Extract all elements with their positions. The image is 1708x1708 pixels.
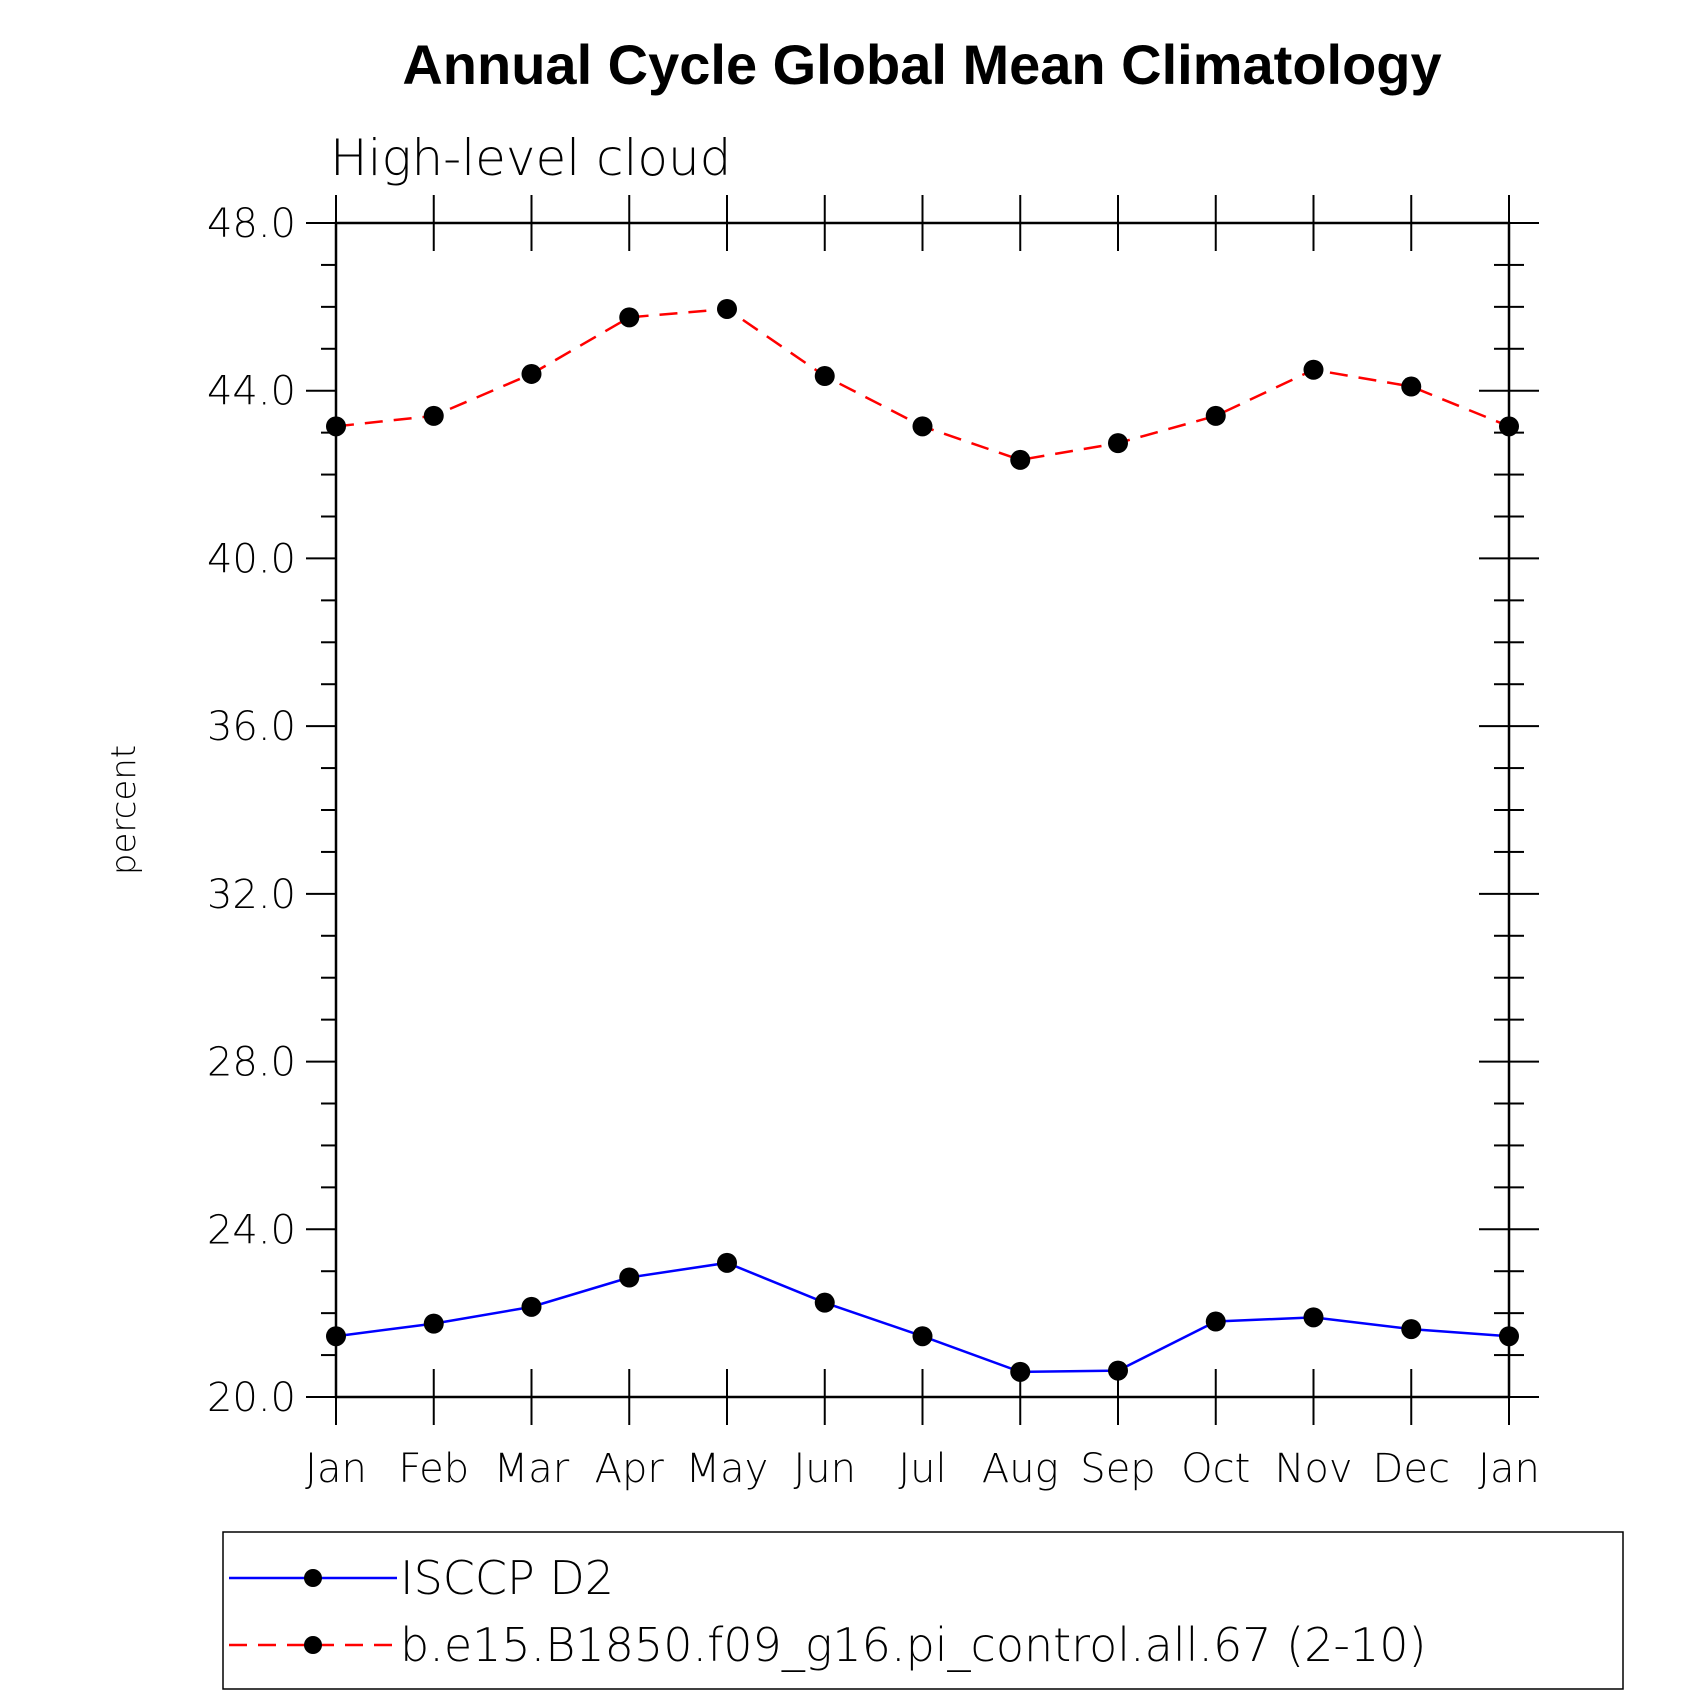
x-tick-label: Sep [1080,1446,1155,1492]
x-tick-label: Apr [595,1446,665,1492]
data-point-1 [619,307,640,328]
data-point-0 [1205,1311,1226,1332]
x-tick-label: Feb [398,1446,469,1492]
y-tick-label: 48.0 [207,201,296,247]
x-tick-label: Oct [1181,1446,1250,1492]
data-point-0 [912,1326,933,1347]
data-point-0 [814,1292,835,1313]
data-point-1 [717,298,737,319]
data-point-0 [1401,1319,1422,1340]
data-point-1 [423,405,444,426]
plot-frame [334,221,1511,1399]
data-point-0 [423,1313,444,1334]
data-point-1 [1401,376,1422,397]
y-tick-label: 24.0 [207,1207,296,1253]
x-tick-label: Nov [1274,1446,1352,1492]
x-tick-labels: Jan Feb Mar Apr May Jun Jul Aug Sep Oct Nov Dec Jan [305,1446,1540,1492]
data-point-1 [521,363,542,384]
data-point-1 [1108,433,1128,454]
legend-box [222,1531,1624,1690]
data-point-0 [1303,1307,1324,1328]
chart-subtitle: High-level cloud [330,129,731,187]
series-layer [326,298,1519,1382]
data-point-0 [1010,1361,1031,1382]
legend-label-model: b.e15.B1850.f09_g16.pi_control.all.67 (2… [400,1618,1426,1672]
legend-marker-model [304,1636,322,1654]
y-tick-label: 36.0 [207,704,296,750]
y-tick-label: 40.0 [207,536,296,582]
x-tick-label: Jul [898,1446,946,1492]
y-tick-label: 28.0 [207,1040,296,1086]
x-tick-label: Jun [794,1446,857,1492]
axis-ticks [306,195,1539,1425]
data-point-0 [521,1296,542,1317]
data-point-0 [717,1252,737,1273]
legend: ISCCP D2 b.e15.B1850.f09_g16.pi_control.… [222,1531,1624,1690]
y-tick-label: 44.0 [207,369,296,415]
x-tick-label: Dec [1373,1446,1450,1492]
data-point-1 [1010,449,1031,470]
x-tick-label: Aug [982,1446,1059,1492]
chart-title: Annual Cycle Global Mean Climatology [402,33,1441,96]
x-tick-label: May [686,1446,769,1492]
x-tick-label: Jan [1478,1446,1540,1492]
legend-label-isccp: ISCCP D2 [400,1551,614,1605]
data-point-1 [1303,359,1324,380]
x-tick-label: Mar [494,1446,570,1492]
data-point-1 [1205,405,1226,426]
series-line-1 [335,307,1510,462]
data-point-0 [1108,1360,1128,1381]
data-point-1 [912,416,933,437]
y-axis-title: percent [104,745,144,875]
y-tick-label: 32.0 [207,872,296,918]
x-tick-label: Jan [305,1446,367,1492]
series-line-0 [335,1261,1510,1374]
data-point-1 [814,366,835,387]
legend-marker-isccp [304,1569,322,1587]
y-tick-labels: 20.0 24.0 28.0 32.0 36.0 40.0 44.0 48.0 [207,201,296,1421]
data-point-0 [619,1267,640,1288]
y-tick-label: 20.0 [207,1375,296,1421]
